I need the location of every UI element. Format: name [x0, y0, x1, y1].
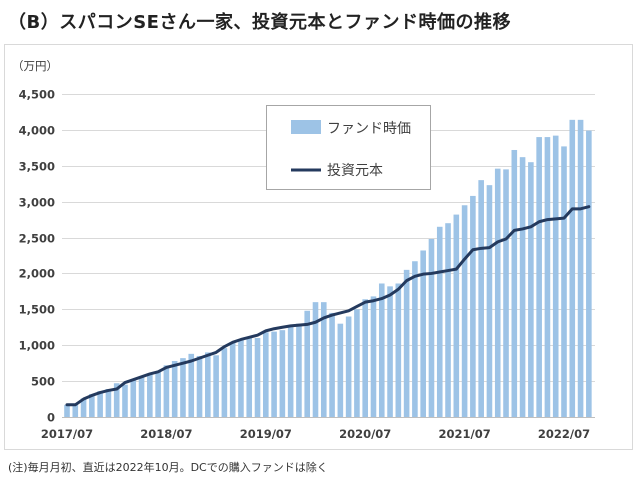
line-series-principal [67, 207, 589, 405]
bar-fund-value [222, 348, 228, 417]
y-axis-tick-labels: 0 500 1,000 1,500 2,000 2,500 3,000 3,500 4,000 4… [19, 88, 55, 425]
bar-fund-value [97, 391, 103, 417]
bar-fund-value [520, 157, 526, 417]
bar-fund-value [197, 356, 203, 417]
x-tick-label: 2021/07 [438, 427, 490, 441]
bar-fund-value [213, 355, 219, 417]
bar-fund-value [396, 283, 402, 417]
x-tick-label: 2022/07 [538, 427, 590, 441]
bar-fund-value [429, 239, 435, 417]
bar-fund-value [296, 324, 302, 417]
bar-fund-value [246, 337, 252, 417]
bar-fund-value [379, 283, 385, 417]
bar-fund-value [106, 389, 112, 417]
bar-fund-value [338, 324, 344, 417]
x-tick-label: 2019/07 [240, 427, 292, 441]
bar-fund-value [255, 338, 261, 417]
bar-fund-value [304, 311, 310, 417]
x-axis-tick-labels: 2017/07 2018/07 2019/07 2020/07 2021/07 2022/… [41, 427, 590, 441]
legend-swatch-fund-value [291, 120, 321, 134]
bar-fund-value [553, 136, 559, 417]
bar-fund-value [164, 365, 170, 417]
bar-fund-value [545, 137, 551, 417]
bar-fund-value [205, 352, 211, 417]
bar-fund-value [528, 162, 534, 417]
bar-fund-value [586, 131, 592, 417]
x-tick-label: 2017/07 [41, 427, 93, 441]
y-tick-label: 3,500 [19, 160, 55, 174]
bar-fund-value [512, 150, 518, 417]
y-tick-label: 2,500 [19, 232, 55, 246]
y-tick-label: 4,500 [19, 88, 55, 102]
y-tick-label: 2,000 [19, 267, 55, 281]
bar-fund-value [362, 299, 368, 417]
legend: ファンド時価 投資元本 [267, 106, 431, 190]
bar-fund-value [412, 261, 418, 417]
bar-fund-value [155, 371, 161, 417]
bar-fund-value [329, 313, 335, 417]
bar-fund-value [462, 205, 468, 417]
legend-label-fund-value: ファンド時価 [327, 121, 411, 137]
bar-fund-value [64, 405, 70, 417]
y-tick-label: 3,000 [19, 196, 55, 210]
bar-fund-value [263, 332, 269, 417]
y-axis-unit-label: （万円） [12, 59, 58, 73]
bar-fund-value [288, 327, 294, 417]
bar-fund-value [404, 270, 410, 417]
y-tick-label: 1,500 [19, 303, 55, 317]
bar-fund-value [387, 286, 393, 417]
bar-fund-value [346, 317, 352, 417]
x-tick-label: 2018/07 [140, 427, 192, 441]
bar-fund-value [188, 354, 194, 417]
y-tick-label: 4,000 [19, 124, 55, 138]
y-tick-label: 1,000 [19, 339, 55, 353]
bar-fund-value [180, 358, 186, 417]
bar-fund-value [271, 332, 277, 417]
bar-fund-value [354, 309, 360, 417]
bar-fund-value [130, 380, 136, 417]
legend-label-principal: 投資元本 [327, 163, 383, 179]
bar-fund-value [437, 227, 443, 417]
chart-canvas: （万円） 0 500 1,000 1,500 2,000 2,500 3,000 3,500 4… [0, 0, 638, 479]
bar-fund-value [230, 343, 236, 417]
y-tick-label: 500 [31, 375, 55, 389]
bar-fund-value [313, 302, 319, 417]
bar-fund-value [569, 120, 575, 417]
bar-fund-value [172, 361, 178, 417]
bar-fund-value [536, 137, 542, 417]
bar-fund-value [561, 146, 567, 417]
bar-fund-value [578, 120, 584, 417]
bar-fund-value [238, 339, 244, 417]
bar-fund-value [445, 223, 451, 417]
bar-fund-value [503, 169, 509, 417]
x-tick-label: 2020/07 [339, 427, 391, 441]
bar-fund-value [122, 385, 128, 417]
bar-fund-value [478, 180, 484, 417]
y-tick-label: 0 [47, 411, 55, 425]
bar-fund-value [470, 196, 476, 417]
bar-fund-value [495, 169, 501, 417]
bar-fund-value [139, 377, 145, 417]
series-line-principal [67, 207, 589, 405]
bar-fund-value [371, 296, 377, 417]
footnote: (注)毎月月初、直近は2022年10月。DCでの購入ファンドは除く [8, 459, 328, 475]
bar-fund-value [280, 330, 286, 417]
bar-fund-value [454, 215, 460, 417]
bar-fund-value [147, 374, 153, 417]
bar-fund-value [487, 185, 493, 417]
